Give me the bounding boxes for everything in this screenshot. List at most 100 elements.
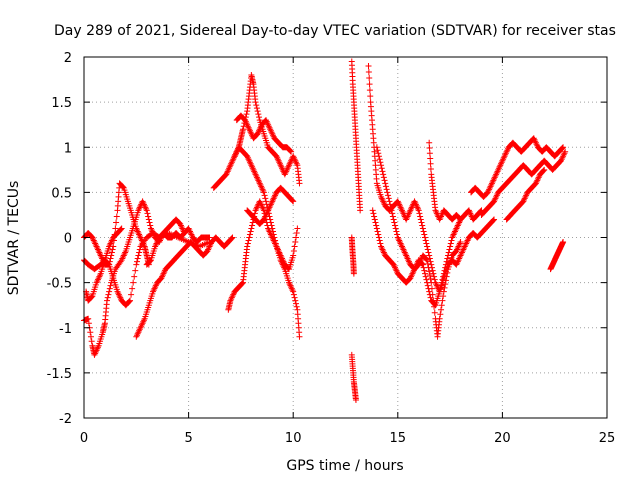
data-point xyxy=(350,270,357,277)
data-point xyxy=(426,139,433,146)
data-point xyxy=(87,333,94,340)
x-tick-label: 20 xyxy=(494,431,511,446)
data-point xyxy=(425,249,432,256)
data-point xyxy=(384,189,391,196)
data-point xyxy=(431,309,438,316)
data-point xyxy=(228,235,235,242)
data-point xyxy=(294,225,301,232)
data-point xyxy=(385,195,392,202)
x-tick-label: 10 xyxy=(285,431,302,446)
data-point xyxy=(490,217,497,224)
data-point xyxy=(135,252,142,259)
data-point xyxy=(392,225,399,232)
axis-ticks: 0 5 10 15 20 25 -2 -1.5 -1 -0.5 0 0.5 1 1.5 2 xyxy=(47,51,616,446)
data-point xyxy=(373,225,380,232)
data-point xyxy=(424,257,431,264)
data-point xyxy=(393,228,400,235)
data-point xyxy=(441,284,448,291)
data-point xyxy=(249,222,256,229)
data-point xyxy=(365,69,372,76)
data-point xyxy=(271,234,278,241)
data-point xyxy=(106,258,113,265)
data-point xyxy=(292,234,299,241)
data-point xyxy=(392,222,399,229)
data-point xyxy=(422,237,429,244)
data-point xyxy=(380,171,387,178)
data-point xyxy=(437,311,444,318)
data-point xyxy=(366,75,373,82)
x-axis-label: GPS time / hours xyxy=(286,458,403,474)
data-point xyxy=(380,174,387,181)
data-point xyxy=(491,216,498,223)
data-point xyxy=(424,246,431,253)
data-point xyxy=(377,159,384,166)
data-point xyxy=(263,198,270,205)
y-tick-label: 2 xyxy=(64,51,72,66)
data-point xyxy=(436,315,443,322)
data-point xyxy=(371,216,378,223)
data-point xyxy=(426,252,433,259)
x-tick-label: 15 xyxy=(390,431,407,446)
data-point xyxy=(126,298,133,305)
data-point xyxy=(357,207,364,214)
y-tick-label: 1 xyxy=(64,141,72,156)
data-point xyxy=(239,280,246,287)
data-point xyxy=(378,162,385,169)
data-point xyxy=(145,216,152,223)
data-point xyxy=(293,303,300,310)
data-point xyxy=(366,87,373,94)
data-point xyxy=(389,213,396,220)
data-point xyxy=(369,207,376,214)
data-point xyxy=(444,269,451,276)
data-point xyxy=(428,285,435,292)
data-point xyxy=(292,297,299,304)
data-point xyxy=(381,177,388,184)
data-point xyxy=(365,63,372,70)
data-point xyxy=(457,239,464,246)
data-point xyxy=(426,150,433,157)
data-point xyxy=(133,258,140,265)
data-point xyxy=(427,275,434,282)
data-point xyxy=(131,273,138,280)
data-point xyxy=(421,231,428,238)
data-point xyxy=(262,195,269,202)
data-point xyxy=(127,297,134,304)
data-point xyxy=(144,210,151,217)
data-point xyxy=(267,219,274,226)
x-tick-label: 5 xyxy=(184,431,192,446)
data-point xyxy=(296,180,303,187)
data-point xyxy=(255,111,262,118)
data-point xyxy=(447,243,454,250)
data-point xyxy=(417,216,424,223)
chart-title: Day 289 of 2021, Sidereal Day-to-day VTE… xyxy=(54,23,616,39)
data-point xyxy=(290,248,297,255)
data-point xyxy=(117,226,124,233)
data-point xyxy=(248,225,255,232)
data-point xyxy=(420,228,427,235)
data-point xyxy=(289,197,296,204)
data-point xyxy=(416,210,423,217)
data-point xyxy=(421,234,428,241)
data-point xyxy=(426,145,433,152)
data-point xyxy=(419,222,426,229)
data-point xyxy=(418,219,425,226)
data-point xyxy=(387,204,394,211)
data-point xyxy=(109,246,116,253)
data-point xyxy=(456,215,463,222)
data-point xyxy=(457,216,464,223)
data-point xyxy=(243,111,250,118)
data-point xyxy=(415,207,422,214)
data-point xyxy=(107,255,114,262)
data-point xyxy=(270,231,277,238)
data-point xyxy=(133,261,140,268)
data-point xyxy=(106,261,113,268)
data-point xyxy=(375,150,382,157)
data-point xyxy=(374,228,381,235)
data-point xyxy=(88,338,95,345)
data-point xyxy=(261,192,268,199)
data-point xyxy=(147,257,154,264)
data-point xyxy=(388,207,395,214)
data-point xyxy=(374,147,381,154)
data-point xyxy=(430,297,437,304)
